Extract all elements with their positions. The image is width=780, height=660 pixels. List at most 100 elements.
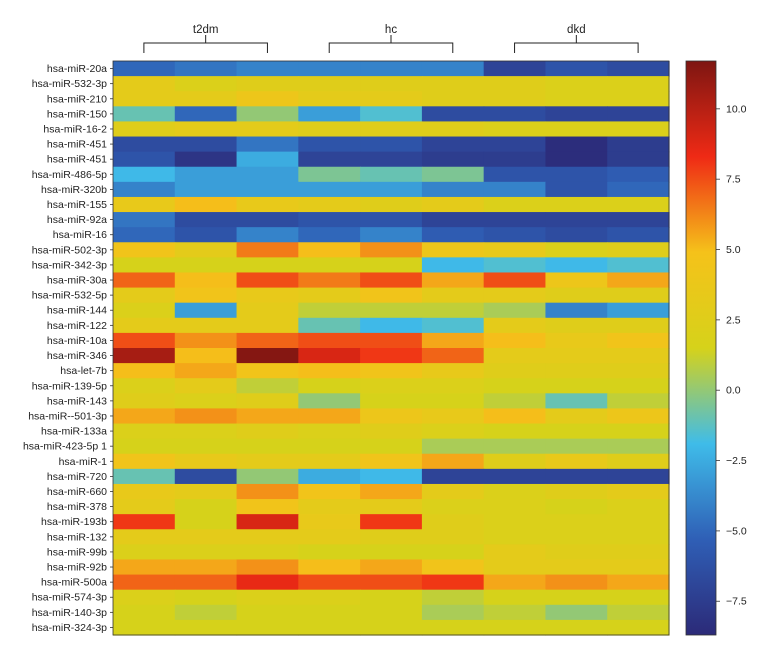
heatmap-cell bbox=[298, 393, 361, 410]
heatmap-cell bbox=[421, 499, 485, 515]
heatmap-cell bbox=[113, 529, 176, 545]
heatmap-cell bbox=[360, 196, 423, 213]
group-bracket bbox=[328, 42, 454, 53]
heatmap-cell bbox=[545, 574, 608, 591]
heatmap-cell bbox=[298, 499, 361, 515]
heatmap-cells bbox=[112, 60, 670, 636]
row-label: hsa-miR-451 bbox=[47, 154, 107, 166]
heatmap-cell bbox=[545, 181, 608, 198]
heatmap-cell bbox=[113, 76, 176, 92]
heatmap-cell bbox=[113, 619, 176, 636]
heatmap-cell bbox=[174, 61, 238, 77]
heatmap-cell bbox=[421, 438, 485, 455]
row-label: hsa-miR-574-3p bbox=[32, 592, 107, 604]
heatmap-cell bbox=[483, 363, 547, 379]
heatmap-cell bbox=[298, 529, 361, 545]
row-label: hsa-miR-324-3p bbox=[32, 622, 107, 634]
heatmap-cell bbox=[298, 438, 361, 455]
heatmap-cell bbox=[421, 483, 485, 500]
heatmap-cell bbox=[421, 423, 485, 440]
heatmap-cell bbox=[236, 589, 299, 606]
heatmap-cell bbox=[298, 166, 361, 183]
heatmap-cell bbox=[545, 514, 608, 530]
heatmap-cell bbox=[298, 423, 361, 440]
heatmap-cell bbox=[607, 106, 670, 123]
heatmap-cell bbox=[545, 559, 608, 576]
heatmap-cell bbox=[483, 438, 547, 455]
heatmap-cell bbox=[174, 287, 238, 304]
heatmap-cell bbox=[421, 393, 485, 410]
heatmap-cell bbox=[483, 317, 547, 334]
row-label: hsa-miR-500a bbox=[41, 577, 107, 589]
row-label: hsa-miR-346 bbox=[47, 350, 107, 362]
group-label: dkd bbox=[567, 24, 586, 36]
heatmap-cell bbox=[607, 348, 670, 364]
heatmap-cell bbox=[298, 136, 361, 153]
heatmap-cell bbox=[545, 378, 608, 394]
row-label: hsa-miR-92b bbox=[47, 562, 107, 574]
heatmap-cell bbox=[236, 574, 299, 591]
heatmap-cell bbox=[421, 589, 485, 606]
heatmap-cell bbox=[360, 332, 423, 349]
row-label: hsa-miR-486-5p bbox=[32, 169, 107, 181]
heatmap-cell bbox=[545, 302, 608, 319]
heatmap-cell bbox=[421, 559, 485, 576]
heatmap-cell bbox=[607, 227, 670, 243]
heatmap-cell bbox=[483, 332, 547, 349]
row-labels: hsa-miR-20a hsa-miR-532-3p hsa-miR-210 hsa-… bbox=[23, 63, 113, 634]
heatmap-cell bbox=[483, 166, 547, 183]
heatmap-cell bbox=[421, 287, 485, 304]
heatmap-cell bbox=[298, 242, 361, 258]
heatmap-cell bbox=[483, 589, 547, 606]
heatmap-cell bbox=[607, 181, 670, 198]
heatmap-cell bbox=[298, 121, 361, 138]
heatmap-cell bbox=[113, 348, 176, 364]
heatmap-cell bbox=[607, 438, 670, 455]
heatmap-cell bbox=[174, 514, 238, 530]
heatmap-cell bbox=[236, 136, 299, 153]
heatmap-cell bbox=[174, 423, 238, 440]
heatmap-cell bbox=[607, 151, 670, 168]
colorbar: −7.5 −5.0 −2.5 0.0 2.5 5.0 7.5 10.0 bbox=[685, 60, 747, 636]
heatmap-cell bbox=[483, 121, 547, 138]
heatmap-cell bbox=[113, 544, 176, 561]
heatmap-cell bbox=[607, 121, 670, 138]
row-label: hsa-miR-132 bbox=[47, 531, 107, 543]
heatmap-cell bbox=[174, 181, 238, 198]
heatmap-cell bbox=[236, 61, 299, 77]
heatmap-cell bbox=[607, 453, 670, 470]
colorbar-gradient bbox=[685, 60, 717, 636]
heatmap-cell bbox=[360, 317, 423, 334]
heatmap-cell bbox=[113, 151, 176, 168]
heatmap-cell bbox=[236, 438, 299, 455]
heatmap-cell bbox=[421, 453, 485, 470]
row-label: hsa-miR-30a bbox=[47, 275, 107, 287]
heatmap-cell bbox=[607, 468, 670, 485]
heatmap-cell bbox=[298, 257, 361, 274]
heatmap-cell bbox=[545, 121, 608, 138]
heatmap-cell bbox=[113, 332, 176, 349]
heatmap-cell bbox=[421, 151, 485, 168]
heatmap-cell bbox=[236, 106, 299, 123]
group-label: hc bbox=[385, 24, 397, 36]
heatmap-cell bbox=[421, 242, 485, 258]
heatmap-cell bbox=[360, 121, 423, 138]
heatmap-cell bbox=[113, 257, 176, 274]
heatmap-cell bbox=[236, 393, 299, 410]
heatmap-cell bbox=[298, 212, 361, 228]
row-label: hsa-miR-193b bbox=[41, 516, 107, 528]
heatmap-cell bbox=[607, 136, 670, 153]
heatmap-cell bbox=[298, 348, 361, 364]
heatmap-cell bbox=[421, 212, 485, 228]
heatmap-cell bbox=[483, 529, 547, 545]
heatmap-cell bbox=[113, 242, 176, 258]
heatmap-cell bbox=[360, 408, 423, 425]
heatmap-cell bbox=[236, 453, 299, 470]
heatmap-cell bbox=[236, 181, 299, 198]
heatmap-cell bbox=[360, 574, 423, 591]
heatmap-cell bbox=[113, 483, 176, 500]
heatmap-cell bbox=[483, 408, 547, 425]
heatmap-cell bbox=[113, 317, 176, 334]
row-label: hsa-miR-16-2 bbox=[43, 123, 107, 135]
heatmap-cell bbox=[545, 619, 608, 636]
